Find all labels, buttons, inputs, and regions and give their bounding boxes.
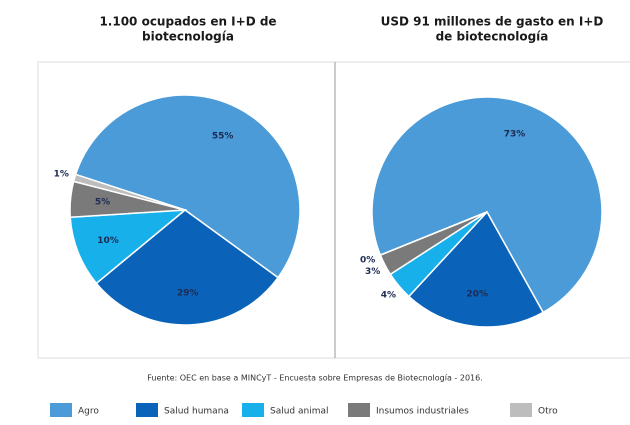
pie-slice [380, 211, 488, 256]
value-label: 5% [95, 198, 110, 208]
value-label: 73% [504, 129, 526, 139]
legend-label: Agro [78, 407, 99, 417]
pie-slice [72, 173, 186, 211]
legend-swatch [136, 403, 158, 417]
legend-swatch [50, 403, 72, 417]
value-label: 10% [97, 236, 119, 246]
legend-swatch [242, 403, 264, 417]
legend-swatch [510, 403, 532, 417]
value-label: 29% [177, 288, 199, 298]
value-label: 55% [212, 132, 234, 142]
pie-slice [69, 209, 188, 285]
legend-label: Otro [538, 407, 558, 417]
legend-swatch [348, 403, 370, 417]
chart-title: biotecnología [142, 30, 234, 44]
value-label: 4% [381, 290, 396, 300]
value-label: 3% [365, 267, 380, 277]
legend-label: Salud humana [164, 407, 229, 417]
legend-label: Salud animal [270, 407, 329, 417]
value-label: 0% [360, 256, 375, 266]
value-label: 20% [466, 290, 488, 300]
chart-title: USD 91 millones de gasto en I+D [381, 15, 604, 29]
pie-slice [407, 210, 545, 328]
pie-slice [74, 94, 301, 279]
source: Fuente: OEC en base a MINCyT - Encuesta … [147, 374, 483, 383]
value-label: 1% [54, 170, 69, 180]
pie-slice [371, 96, 603, 314]
pie-slice [95, 209, 280, 326]
chart-title: de biotecnología [436, 30, 549, 44]
legend-label: Insumos industriales [376, 407, 469, 417]
chart-title: 1.100 ocupados en I+D de [99, 15, 276, 29]
